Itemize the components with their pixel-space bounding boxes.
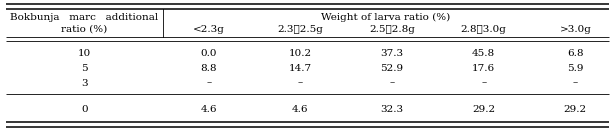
Text: Bokbunja   marc   additional: Bokbunja marc additional — [10, 13, 159, 22]
Text: 10.2: 10.2 — [289, 49, 312, 58]
Text: 17.6: 17.6 — [472, 64, 495, 73]
Text: 45.8: 45.8 — [472, 49, 495, 58]
Text: –: – — [481, 79, 486, 88]
Text: –: – — [206, 79, 212, 88]
Text: >3.0g: >3.0g — [560, 25, 591, 34]
Text: ratio (%): ratio (%) — [62, 25, 108, 34]
Text: 2.3～2.5g: 2.3～2.5g — [277, 25, 323, 34]
Text: 32.3: 32.3 — [381, 105, 403, 114]
Text: –: – — [389, 79, 395, 88]
Text: 3: 3 — [81, 79, 88, 88]
Text: 29.2: 29.2 — [472, 105, 495, 114]
Text: Weight of larva ratio (%): Weight of larva ratio (%) — [321, 13, 451, 22]
Text: 2.8～3.0g: 2.8～3.0g — [461, 25, 507, 34]
Text: 2.5～2.8g: 2.5～2.8g — [369, 25, 415, 34]
Text: 0.0: 0.0 — [200, 49, 217, 58]
Text: 4.6: 4.6 — [292, 105, 309, 114]
Text: 29.2: 29.2 — [564, 105, 587, 114]
Text: –: – — [573, 79, 578, 88]
Text: 0: 0 — [81, 105, 88, 114]
Text: 5: 5 — [81, 64, 88, 73]
Text: 6.8: 6.8 — [567, 49, 584, 58]
Text: 4.6: 4.6 — [200, 105, 217, 114]
Text: 10: 10 — [78, 49, 91, 58]
Text: 52.9: 52.9 — [381, 64, 403, 73]
Text: 8.8: 8.8 — [200, 64, 217, 73]
Text: <2.3g: <2.3g — [193, 25, 224, 34]
Text: 37.3: 37.3 — [381, 49, 403, 58]
Text: 5.9: 5.9 — [567, 64, 584, 73]
Text: 14.7: 14.7 — [289, 64, 312, 73]
Text: –: – — [298, 79, 303, 88]
